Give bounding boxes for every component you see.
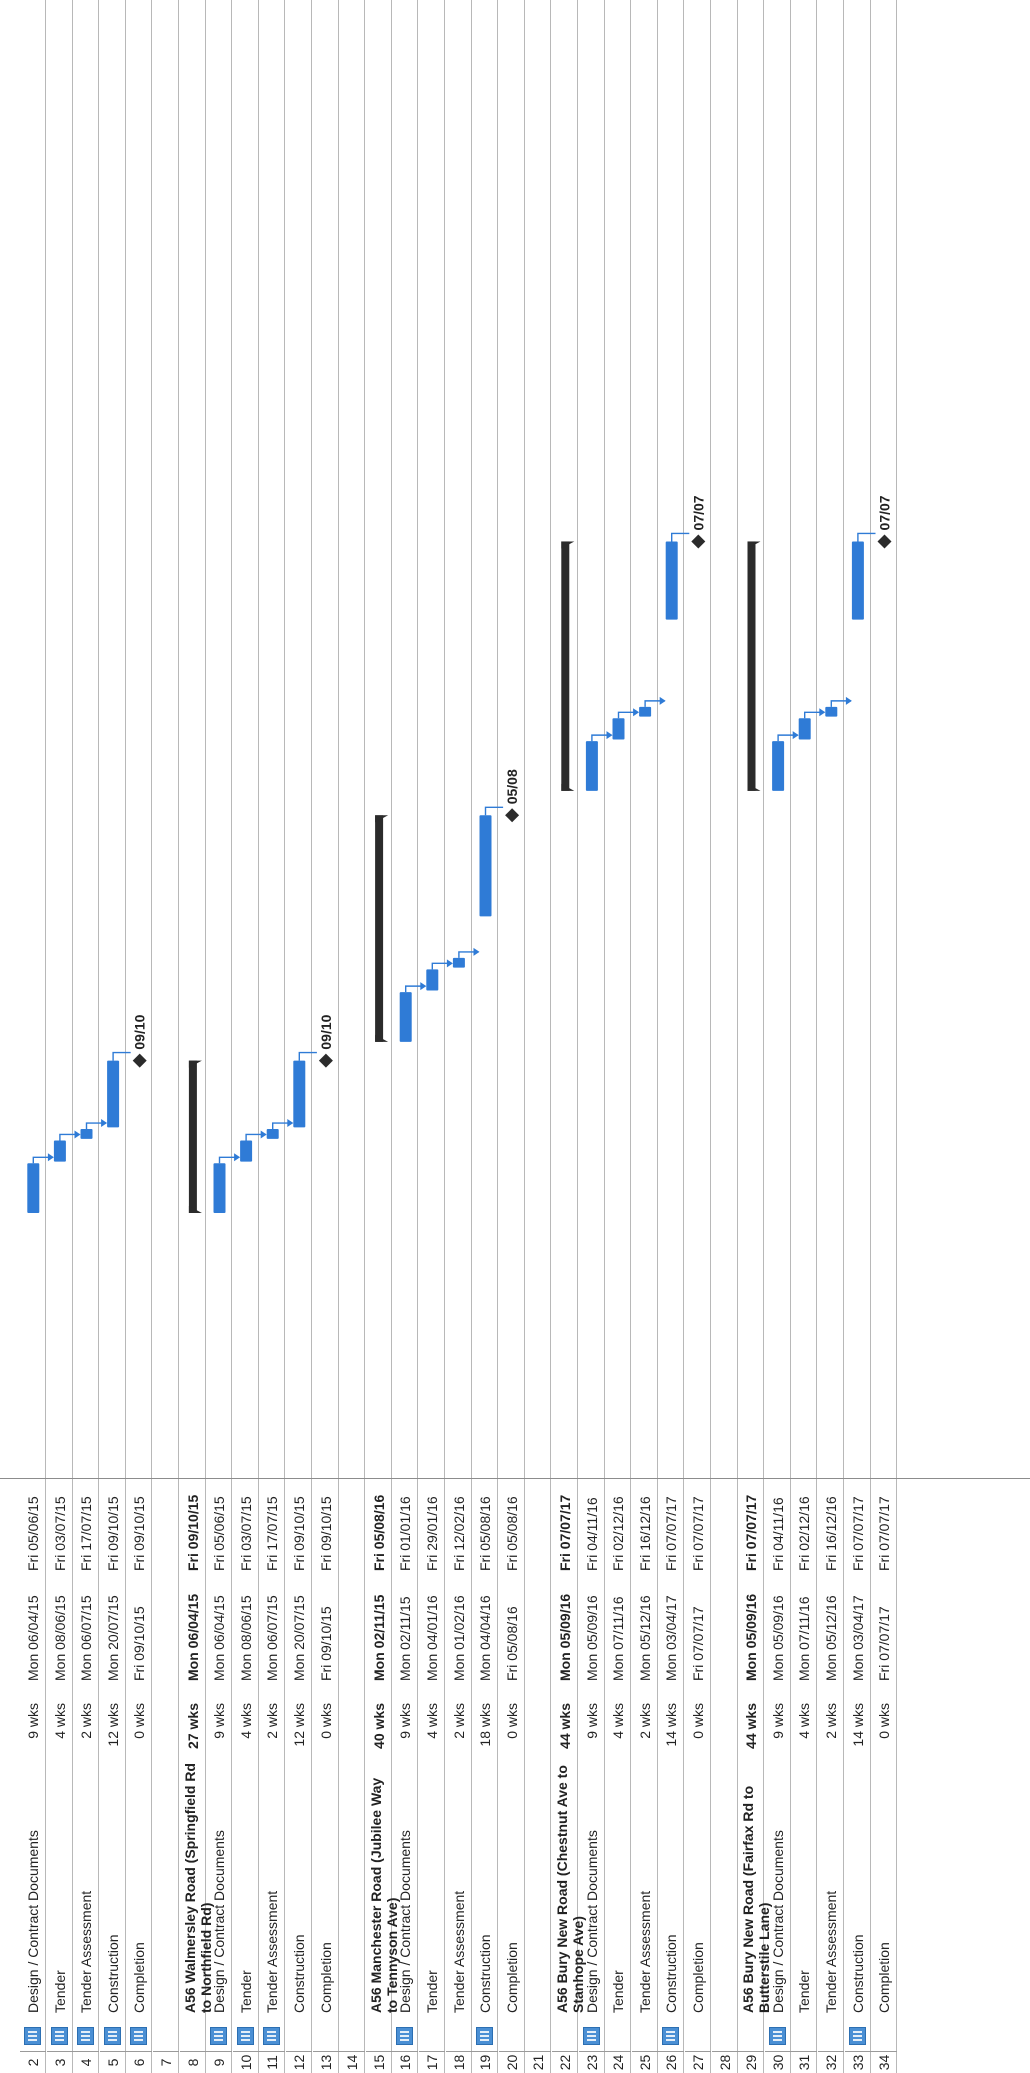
task-bar	[53, 1140, 66, 1162]
dependency-link	[804, 711, 825, 719]
summary-bar-start-cap	[188, 1206, 202, 1213]
dependency-link	[777, 734, 798, 742]
task-bar	[665, 541, 678, 620]
dependency-arrow	[606, 731, 613, 740]
summary-bar-start-cap	[375, 1034, 389, 1042]
summary-bar-start-cap	[561, 783, 575, 791]
task-bar	[639, 706, 652, 717]
dependency-link	[458, 951, 479, 958]
dependency-link	[298, 1051, 317, 1061]
milestone-date-label: 05/08	[504, 769, 520, 804]
dependency-link	[484, 806, 504, 816]
dependency-arrow	[47, 1153, 54, 1162]
summary-bar-end-cap	[188, 1060, 202, 1068]
task-bar	[479, 815, 492, 917]
milestone-date-label: 09/10	[132, 1014, 148, 1049]
dependency-link	[272, 1122, 293, 1130]
milestone-date-label: 07/07	[877, 495, 893, 530]
dependency-arrow	[74, 1130, 81, 1139]
dependency-arrow	[420, 982, 427, 991]
task-bar	[213, 1163, 226, 1213]
milestone-date-label: 09/10	[318, 1014, 334, 1049]
task-bar	[399, 992, 412, 1042]
task-bar	[825, 706, 838, 717]
dependency-link	[59, 1133, 80, 1141]
summary-bar-end-cap	[747, 541, 761, 549]
task-bar	[772, 741, 785, 791]
dependency-arrow	[446, 959, 453, 968]
summary-bar	[375, 815, 384, 1042]
dependency-arrow	[101, 1119, 108, 1128]
dependency-link	[591, 734, 612, 742]
summary-bar-end-cap	[375, 815, 389, 823]
summary-bar	[561, 541, 570, 791]
dependency-arrow	[633, 708, 640, 717]
task-bar	[240, 1140, 253, 1162]
dependency-arrow	[473, 947, 480, 956]
task-bar	[293, 1060, 306, 1128]
dependency-link	[617, 711, 639, 719]
summary-bar	[747, 541, 756, 791]
dependency-link	[32, 1156, 53, 1164]
task-bar	[612, 718, 625, 740]
summary-bar-start-cap	[747, 783, 761, 791]
dependency-link	[218, 1156, 240, 1164]
dependency-arrow	[659, 696, 666, 705]
milestone-diamond-icon	[318, 1053, 333, 1068]
task-bar	[452, 957, 465, 968]
milestone-diamond-icon	[132, 1053, 147, 1068]
dependency-arrow	[287, 1119, 294, 1128]
task-bar	[585, 741, 598, 791]
dependency-arrow	[234, 1153, 241, 1162]
dependency-arrow	[845, 696, 852, 705]
dependency-link	[431, 962, 452, 970]
milestone-diamond-icon	[877, 534, 892, 549]
task-bar	[107, 1060, 120, 1128]
summary-bar-end-cap	[561, 541, 575, 549]
dependency-link	[644, 700, 665, 707]
task-bar	[426, 969, 439, 991]
summary-bar	[188, 1060, 197, 1213]
dependency-link	[245, 1133, 266, 1141]
dependency-link	[830, 700, 851, 707]
dependency-link	[857, 532, 876, 542]
milestone-diamond-icon	[691, 534, 706, 549]
dependency-arrow	[819, 708, 826, 717]
dependency-arrow	[792, 731, 799, 740]
task-bar	[851, 541, 864, 620]
milestone-diamond-icon	[505, 808, 520, 823]
task-bar	[798, 718, 811, 740]
dependency-arrow	[260, 1130, 267, 1139]
milestone-date-label: 07/07	[690, 495, 706, 530]
dependency-link	[405, 985, 426, 993]
task-bar	[27, 1163, 40, 1213]
dependency-link	[112, 1051, 131, 1061]
dependency-link	[85, 1122, 107, 1130]
task-bar	[80, 1129, 93, 1139]
task-bar	[266, 1129, 279, 1139]
dependency-link	[671, 532, 690, 542]
